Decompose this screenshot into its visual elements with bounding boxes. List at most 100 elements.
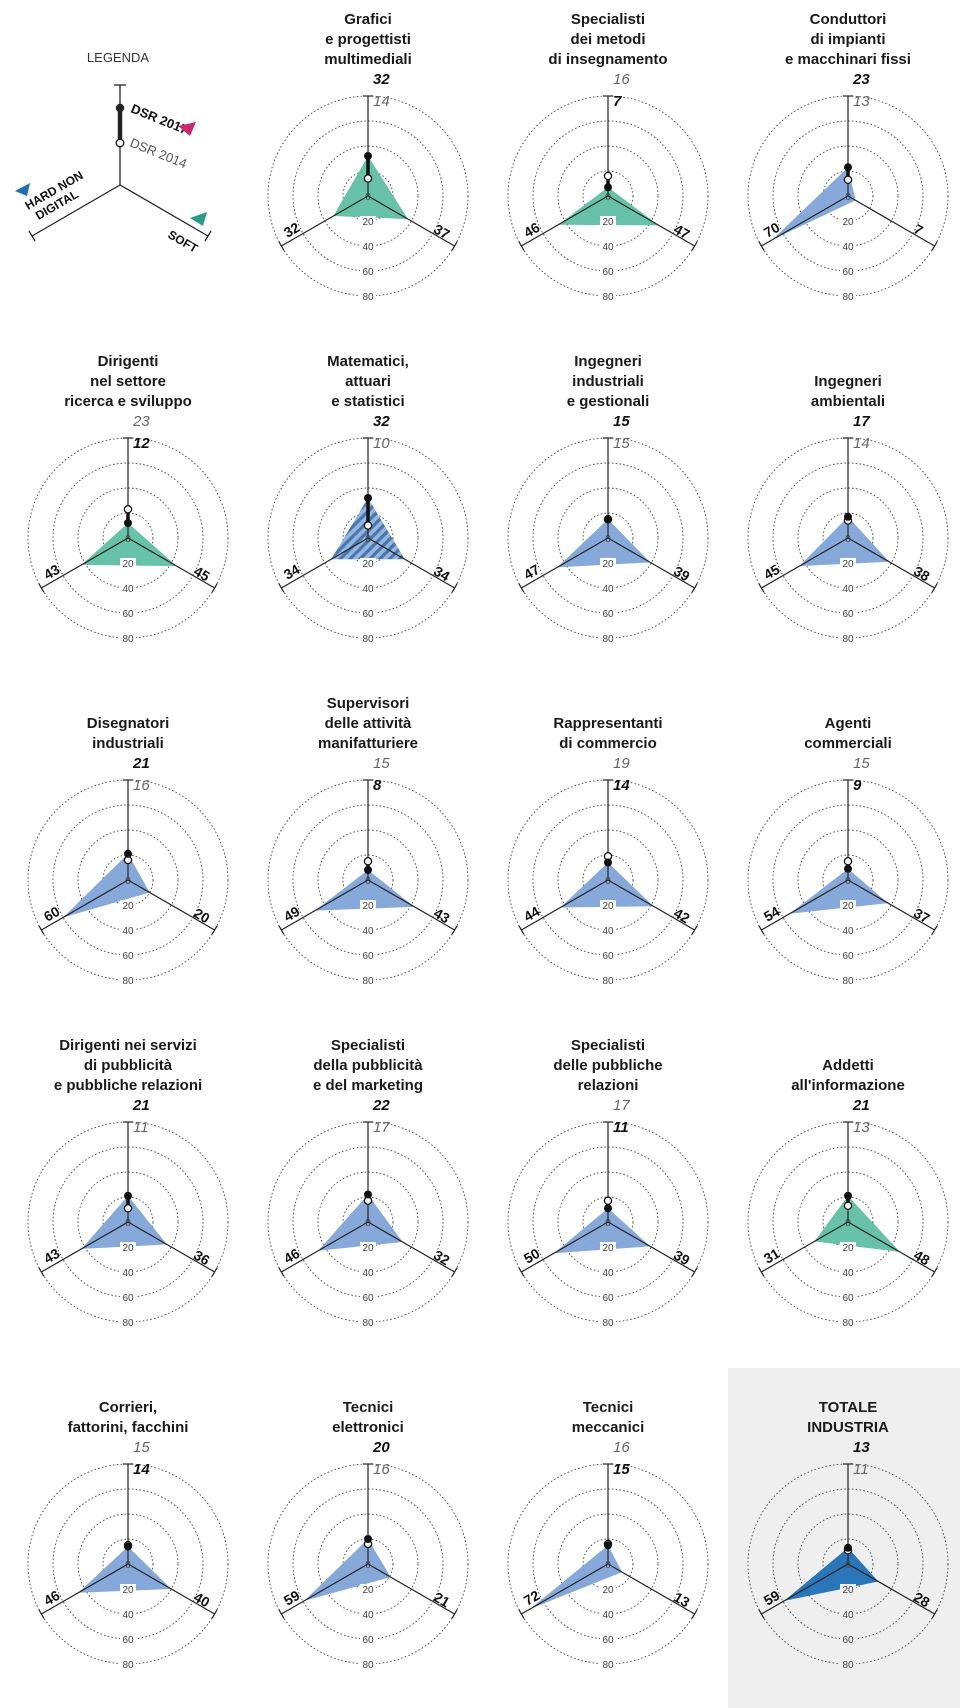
ring bbox=[797, 829, 899, 931]
ring-label: 20 bbox=[842, 1585, 854, 1596]
ring bbox=[77, 1513, 179, 1615]
data-triangle bbox=[560, 862, 654, 908]
soft-axis bbox=[367, 1221, 455, 1273]
ring-label: 0 bbox=[845, 1560, 851, 1571]
soft-axis bbox=[607, 879, 695, 931]
radar-panel: Ingegneri industriali e gestionali 0 20 40 6… bbox=[488, 342, 728, 682]
legend-hard-marker bbox=[15, 183, 30, 196]
hard-axis bbox=[41, 1563, 129, 1615]
ring-label: 0 bbox=[605, 534, 611, 545]
panel-title: Addetti all'informazione bbox=[791, 1057, 905, 1094]
soft-axis bbox=[367, 879, 455, 931]
hard-axis bbox=[521, 537, 609, 589]
ring-label: 60 bbox=[122, 1293, 134, 1304]
hard-value: 46 bbox=[281, 1245, 303, 1267]
ring-label: 40 bbox=[842, 1610, 854, 1621]
data-triangle bbox=[530, 1545, 623, 1609]
dsr2017-dot bbox=[604, 1541, 612, 1550]
radar-panel: Rappresentanti di commercio 0 20 40 60 80 14 19… bbox=[488, 684, 728, 1024]
ring-label: 80 bbox=[362, 1660, 374, 1671]
ring-label: 60 bbox=[602, 267, 614, 278]
ring-label: 60 bbox=[842, 609, 854, 620]
hard-axis bbox=[521, 1563, 609, 1615]
hard-value: 46 bbox=[41, 1587, 63, 1609]
hard-axis bbox=[281, 1563, 369, 1615]
ring-label: 40 bbox=[362, 584, 374, 595]
legend-soft-marker bbox=[190, 212, 207, 226]
dsr2014-value: 11 bbox=[853, 1461, 869, 1478]
ring-label: 60 bbox=[602, 951, 614, 962]
radar-panel: Specialisti della pubblicità e del marke… bbox=[248, 1026, 488, 1366]
ring-label: 20 bbox=[842, 559, 854, 570]
ring-label: 60 bbox=[362, 1293, 374, 1304]
radar-panel: Tecnici meccanici 0 20 40 60 80 15 16 72 13 bbox=[488, 1368, 728, 1708]
ring bbox=[557, 1171, 659, 1273]
hard-axis bbox=[281, 1221, 369, 1273]
dsr2017-dot bbox=[364, 1190, 372, 1199]
dsr2017-dot bbox=[604, 515, 612, 524]
dsr2014-value: 15 bbox=[853, 755, 870, 772]
dsr2014-value: 16 bbox=[133, 777, 150, 794]
ring-label: 0 bbox=[125, 1218, 131, 1229]
ring-label: 80 bbox=[122, 976, 134, 987]
radar-chart: 0 20 40 60 80 14 19 44 42 bbox=[507, 755, 709, 987]
hard-value: 59 bbox=[281, 1587, 303, 1609]
hard-axis bbox=[281, 537, 369, 589]
radar-chart: 0 20 40 60 80 21 13 31 48 bbox=[747, 1097, 949, 1329]
hard-axis bbox=[761, 1563, 849, 1615]
legend-dsr2017-dot bbox=[115, 103, 125, 113]
ring bbox=[772, 462, 924, 614]
soft-value: 38 bbox=[911, 563, 933, 585]
legend-dsr2017-label: DSR 2017 bbox=[129, 101, 190, 137]
hard-value: 44 bbox=[521, 903, 543, 925]
ring bbox=[797, 487, 899, 589]
dsr2014-dot bbox=[843, 856, 853, 866]
soft-value: 37 bbox=[431, 221, 453, 243]
radar-chart: 0 20 40 60 80 21 11 43 36 bbox=[27, 1097, 229, 1329]
hard-value: 59 bbox=[761, 1587, 783, 1609]
soft-value: 39 bbox=[671, 563, 693, 585]
ring-label: 80 bbox=[842, 292, 854, 303]
hard-value: 70 bbox=[761, 219, 783, 241]
soft-axis bbox=[607, 1221, 695, 1273]
panel-title: Rappresentanti di commercio bbox=[553, 715, 663, 752]
dsr2014-value: 13 bbox=[853, 93, 870, 110]
dsr2017-value: 15 bbox=[613, 413, 630, 430]
ring bbox=[772, 120, 924, 272]
ring-label: 60 bbox=[362, 1635, 374, 1646]
ring bbox=[292, 804, 444, 956]
dsr2017-value: 7 bbox=[613, 93, 622, 110]
data-triangle bbox=[81, 1195, 167, 1249]
ring-label: 40 bbox=[602, 584, 614, 595]
ring-label: 60 bbox=[602, 1293, 614, 1304]
ring-label: 80 bbox=[602, 292, 614, 303]
soft-value: 42 bbox=[671, 905, 693, 927]
ring bbox=[532, 462, 684, 614]
ring-label: 40 bbox=[122, 1268, 134, 1279]
ring-label: 80 bbox=[122, 1318, 134, 1329]
hard-value: 72 bbox=[521, 1587, 543, 1609]
dsr2014-value: 14 bbox=[373, 93, 390, 110]
dsr2014-dot bbox=[843, 175, 853, 184]
dsr2017-value: 14 bbox=[133, 1461, 150, 1478]
ring bbox=[557, 829, 659, 931]
ring bbox=[317, 1171, 419, 1273]
radar-panel: Grafici e progettisti multimediali 0 20 40 6… bbox=[248, 0, 488, 340]
dsr2014-value: 16 bbox=[373, 1461, 390, 1478]
dsr2014-dot bbox=[603, 171, 613, 181]
ring-label: 0 bbox=[605, 1560, 611, 1571]
panel-title: Specialisti delle pubbliche relazioni bbox=[553, 1037, 663, 1094]
hard-value: 60 bbox=[41, 903, 63, 925]
soft-axis bbox=[367, 1563, 455, 1615]
soft-value: 7 bbox=[911, 221, 926, 239]
soft-value: 40 bbox=[191, 1589, 213, 1611]
ring-label: 80 bbox=[602, 1318, 614, 1329]
ring-label: 60 bbox=[602, 609, 614, 620]
dsr2014-dot bbox=[123, 1203, 133, 1213]
radar-chart: 0 20 40 60 80 12 23 43 45 bbox=[27, 413, 229, 645]
soft-axis bbox=[607, 537, 695, 589]
ring-label: 80 bbox=[362, 634, 374, 645]
hard-axis bbox=[521, 195, 609, 247]
ring bbox=[77, 829, 179, 931]
ring-label: 20 bbox=[602, 559, 614, 570]
